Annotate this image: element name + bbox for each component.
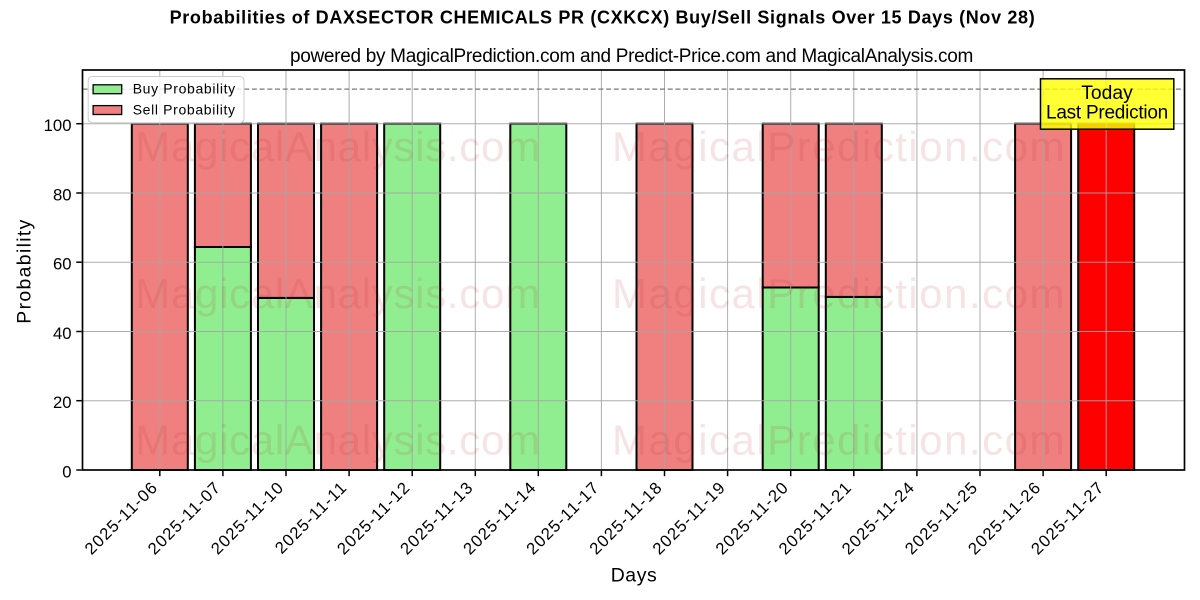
svg-text:80: 80 (53, 185, 72, 204)
svg-text:MagicalAnalysis.com: MagicalAnalysis.com (135, 123, 540, 170)
svg-text:Last Prediction: Last Prediction (1046, 103, 1168, 124)
svg-text:Probabilities of DAXSECTOR CHE: Probabilities of DAXSECTOR CHEMICALS PR … (170, 8, 1036, 28)
svg-text:60: 60 (53, 255, 72, 274)
svg-text:20: 20 (53, 393, 72, 412)
svg-text:MagicalPrediction.com: MagicalPrediction.com (612, 123, 1066, 170)
svg-text:MagicalAnalysis.com: MagicalAnalysis.com (135, 270, 540, 317)
svg-text:Days: Days (611, 565, 658, 587)
svg-text:Today: Today (1081, 83, 1133, 104)
svg-text:powered by MagicalPrediction.c: powered by MagicalPrediction.com and Pre… (290, 46, 973, 67)
svg-text:40: 40 (53, 324, 72, 343)
svg-text:0: 0 (62, 462, 71, 481)
svg-text:Probability: Probability (14, 218, 36, 323)
svg-text:MagicalPrediction.com: MagicalPrediction.com (612, 416, 1066, 463)
svg-text:100: 100 (44, 116, 72, 135)
svg-text:Buy Probability: Buy Probability (133, 81, 236, 97)
svg-text:MagicalPrediction.com: MagicalPrediction.com (612, 270, 1066, 317)
svg-text:Sell Probability: Sell Probability (133, 101, 236, 117)
svg-text:MagicalAnalysis.com: MagicalAnalysis.com (135, 416, 540, 463)
